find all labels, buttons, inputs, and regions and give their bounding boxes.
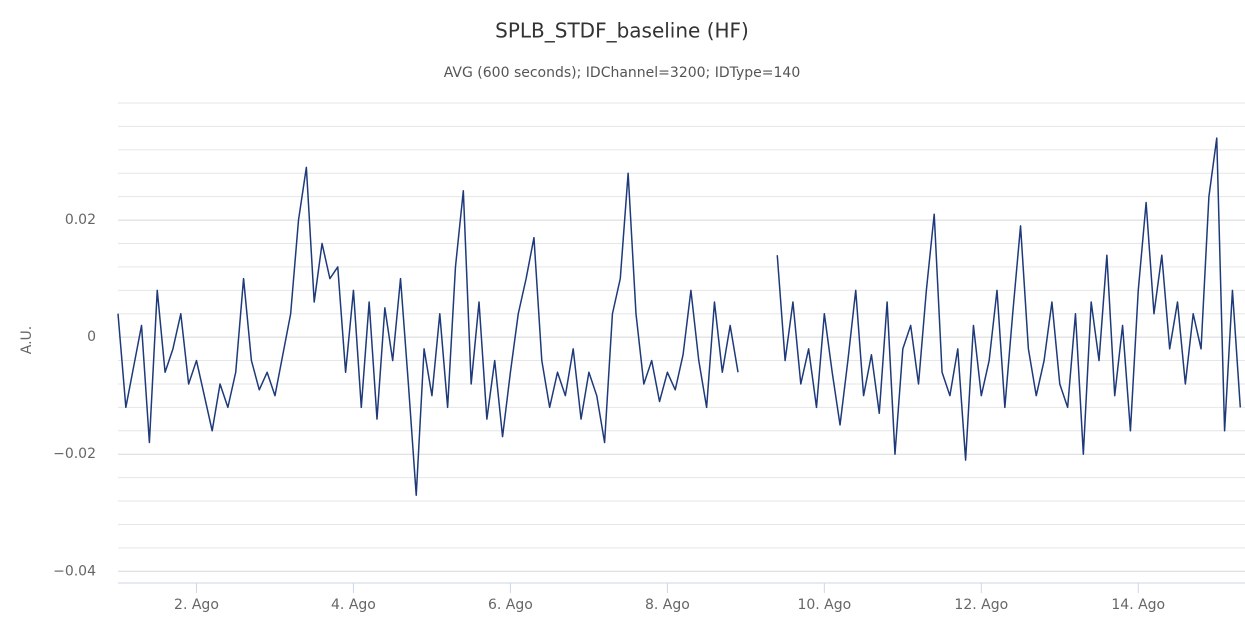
chart-subtitle: AVG (600 seconds); IDChannel=3200; IDTyp…: [444, 65, 800, 81]
x-tick-label: 2. Ago: [174, 597, 219, 613]
x-tick-label: 4. Ago: [331, 597, 376, 613]
y-axis-label: A.U.: [19, 326, 35, 354]
x-tick-label: 10. Ago: [797, 597, 851, 613]
data-line: [776, 137, 1242, 461]
chart-title: SPLB_STDF_baseline (HF): [495, 19, 749, 43]
y-tick-label: −0.02: [53, 446, 96, 462]
x-tick-label: 12. Ago: [954, 597, 1008, 613]
x-tick-label: 8. Ago: [645, 597, 690, 613]
x-tick-label: 14. Ago: [1111, 597, 1165, 613]
y-tick-label: −0.04: [53, 563, 96, 579]
x-tick-label: 6. Ago: [488, 597, 533, 613]
data-line: [117, 166, 739, 496]
y-tick-label: 0: [87, 329, 96, 345]
y-tick-label: 0.02: [65, 212, 96, 228]
